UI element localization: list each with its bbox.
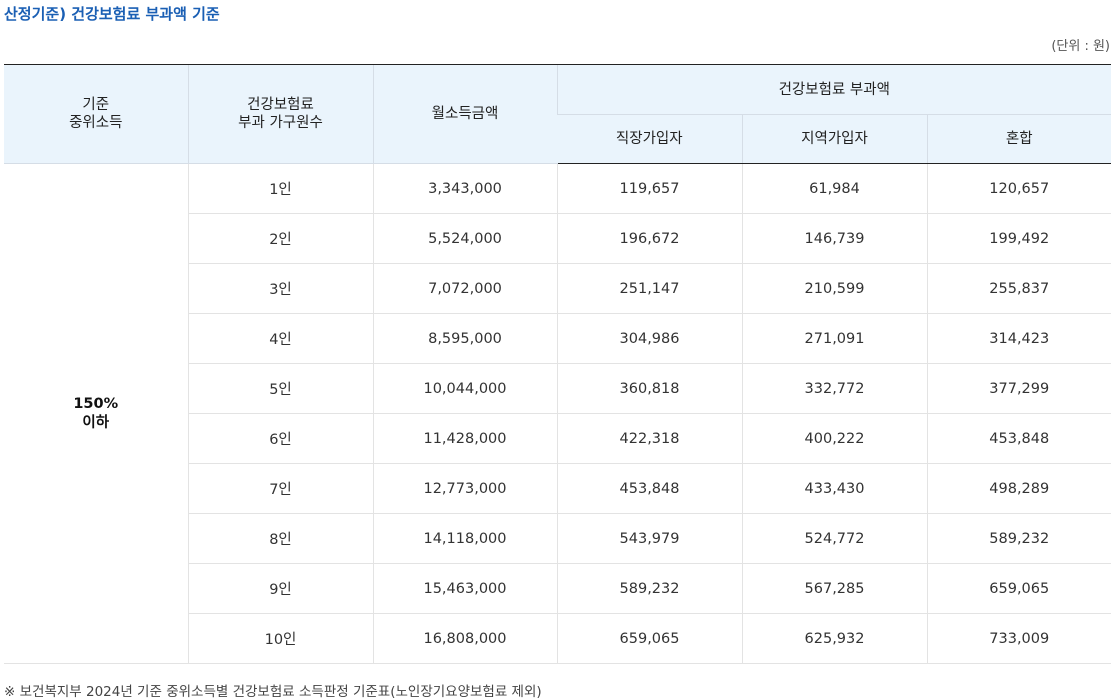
regional-premium-cell: 524,772 [741, 513, 927, 564]
header-mixed: 혼합 [926, 114, 1111, 164]
mixed-premium-cell: 255,837 [926, 263, 1111, 314]
table-row: 4인 8,595,000 304,986 271,091 314,423 [4, 313, 1111, 364]
header-employee: 직장가입자 [557, 114, 742, 164]
household-size-cell: 6인 [187, 413, 373, 464]
regional-premium-cell: 61,984 [741, 163, 927, 214]
employee-premium-cell: 543,979 [556, 513, 742, 564]
group-line1: 150% [73, 395, 119, 412]
household-size-cell: 9인 [187, 563, 373, 614]
table-row: 10인 16,808,000 659,065 625,932 733,009 [4, 613, 1111, 664]
unit-label: (단위 : 원) [1051, 39, 1110, 54]
header-premium-group: 건강보험료 부과액 [556, 64, 1111, 115]
median-income-group-cell: 150% 이하 [4, 163, 188, 664]
subheader-row: 직장가입자 지역가입자 혼합 [4, 114, 1111, 164]
employee-premium-cell: 589,232 [556, 563, 742, 614]
regional-premium-cell: 210,599 [741, 263, 927, 314]
table-row: 2인 5,524,000 196,672 146,739 199,492 [4, 213, 1111, 264]
table-row: 5인 10,044,000 360,818 332,772 377,299 [4, 363, 1111, 414]
mixed-premium-cell: 377,299 [926, 363, 1111, 414]
mixed-premium-cell: 589,232 [926, 513, 1111, 564]
employee-premium-cell: 119,657 [556, 163, 742, 214]
employee-premium-cell: 304,986 [556, 313, 742, 364]
household-size-cell: 1인 [187, 163, 373, 214]
employee-premium-cell: 659,065 [556, 613, 742, 664]
mixed-premium-cell: 453,848 [926, 413, 1111, 464]
table-row: 3인 7,072,000 251,147 210,599 255,837 [4, 263, 1111, 314]
header-household-line2: 부과 가구원수 [238, 115, 323, 131]
monthly-income-cell: 14,118,000 [372, 513, 557, 564]
monthly-income-cell: 5,524,000 [372, 213, 557, 264]
household-size-cell: 2인 [187, 213, 373, 264]
monthly-income-cell: 15,463,000 [372, 563, 557, 614]
employee-premium-cell: 360,818 [556, 363, 742, 414]
premium-criteria-table: 기준 중위소득 건강보험료 부과 가구원수 월소득금액 건강보험료 부과액 직장… [4, 64, 1111, 664]
footnote: ※ 보건복지부 2024년 기준 중위소득별 건강보험료 소득판정 기준표(노인… [4, 684, 542, 700]
household-size-cell: 3인 [187, 263, 373, 314]
monthly-income-cell: 3,343,000 [372, 163, 557, 214]
regional-premium-cell: 567,285 [741, 563, 927, 614]
monthly-income-cell: 12,773,000 [372, 463, 557, 514]
mixed-premium-cell: 733,009 [926, 613, 1111, 664]
header-median-income: 기준 중위소득 [4, 64, 188, 164]
regional-premium-cell: 271,091 [741, 313, 927, 364]
household-size-cell: 7인 [187, 463, 373, 514]
mixed-premium-cell: 120,657 [926, 163, 1111, 214]
monthly-income-cell: 11,428,000 [372, 413, 557, 464]
group-line2: 이하 [82, 414, 110, 431]
table-row: 6인 11,428,000 422,318 400,222 453,848 [4, 413, 1111, 464]
header-row: 기준 중위소득 건강보험료 부과 가구원수 월소득금액 건강보험료 부과액 [4, 64, 1111, 164]
employee-premium-cell: 453,848 [556, 463, 742, 514]
regional-premium-cell: 400,222 [741, 413, 927, 464]
table-body: 150% 이하 1인 3,343,000 119,657 61,984 120,657 2인 5… [4, 163, 1111, 664]
household-size-cell: 10인 [187, 613, 373, 664]
mixed-premium-cell: 314,423 [926, 313, 1111, 364]
table-row: 9인 15,463,000 589,232 567,285 659,065 [4, 563, 1111, 614]
mixed-premium-cell: 659,065 [926, 563, 1111, 614]
header-regional: 지역가입자 [741, 114, 927, 164]
regional-premium-cell: 332,772 [741, 363, 927, 414]
employee-premium-cell: 422,318 [556, 413, 742, 464]
employee-premium-cell: 251,147 [556, 263, 742, 314]
household-size-cell: 8인 [187, 513, 373, 564]
employee-premium-cell: 196,672 [556, 213, 742, 264]
monthly-income-cell: 10,044,000 [372, 363, 557, 414]
mixed-premium-cell: 498,289 [926, 463, 1111, 514]
household-size-cell: 4인 [187, 313, 373, 364]
table-row: 150% 이하 1인 3,343,000 119,657 61,984 120,657 [4, 163, 1111, 664]
header-monthly-income: 월소득금액 [372, 64, 557, 164]
monthly-income-cell: 16,808,000 [372, 613, 557, 664]
header-household-line1: 건강보험료 [247, 97, 314, 113]
regional-premium-cell: 625,932 [741, 613, 927, 664]
mixed-premium-cell: 199,492 [926, 213, 1111, 264]
page-title: 산정기준) 건강보험료 부과액 기준 [4, 5, 220, 23]
regional-premium-cell: 433,430 [741, 463, 927, 514]
regional-premium-cell: 146,739 [741, 213, 927, 264]
household-size-cell: 5인 [187, 363, 373, 414]
monthly-income-cell: 8,595,000 [372, 313, 557, 364]
monthly-income-cell: 7,072,000 [372, 263, 557, 314]
header-median-income-line1: 기준 [82, 97, 110, 113]
header-median-income-line2: 중위소득 [69, 115, 123, 131]
header-household-size: 건강보험료 부과 가구원수 [187, 64, 373, 164]
table-row: 8인 14,118,000 543,979 524,772 589,232 [4, 513, 1111, 564]
table-row: 7인 12,773,000 453,848 433,430 498,289 [4, 463, 1111, 514]
